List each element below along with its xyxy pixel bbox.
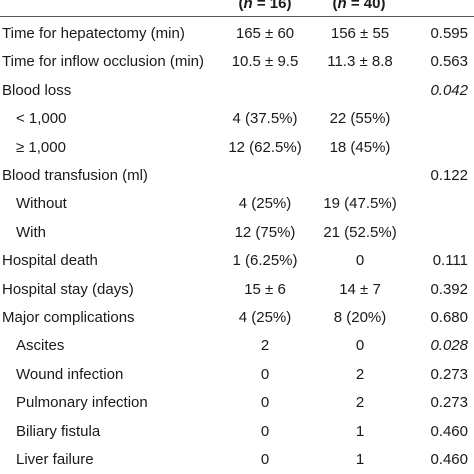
row-label: Major complications bbox=[2, 309, 135, 326]
group-2-value: 2 bbox=[355, 394, 365, 412]
table-row: Biliary fistula 0 1 0.460 bbox=[0, 421, 474, 443]
group-1-value: 0 bbox=[260, 422, 270, 440]
group-2-value: 21 (52.5%) bbox=[323, 223, 397, 241]
p-value: 0.122 bbox=[430, 167, 468, 184]
group-1-value: 2 bbox=[260, 337, 270, 355]
group-1-value: 4 (25%) bbox=[238, 309, 292, 326]
group-1-value: 1 (6.25%) bbox=[232, 252, 298, 270]
p-value: 0.273 bbox=[430, 394, 468, 412]
p-value: 0.460 bbox=[430, 451, 468, 468]
row-label: With bbox=[16, 223, 46, 241]
group-1-value: 4 (37.5%) bbox=[232, 110, 298, 128]
row-label: Time for inflow occlusion (min) bbox=[2, 53, 204, 71]
p-value: 0.042 bbox=[430, 81, 468, 99]
table-row: ≥ 1,000 12 (62.5%) 18 (45%) bbox=[0, 137, 474, 159]
table-row: Time for hepatectomy (min) 165 ± 60 156 ± … bbox=[0, 23, 474, 45]
row-label: Time for hepatectomy (min) bbox=[2, 25, 185, 42]
group-1-value: 4 (25%) bbox=[238, 195, 292, 213]
group-2-value: 0 bbox=[355, 337, 365, 355]
table-row: With 12 (75%) 21 (52.5%) bbox=[0, 222, 474, 244]
table-row: Ascites 2 0 0.028 bbox=[0, 335, 474, 357]
row-label: Biliary fistula bbox=[16, 422, 101, 440]
p-value: 0.595 bbox=[430, 25, 468, 42]
group-1-value: 12 (75%) bbox=[234, 223, 296, 241]
table-row: Wound infection 0 2 0.273 bbox=[0, 364, 474, 386]
column-header-group-1: (n = 16) bbox=[230, 0, 300, 12]
table-row: Without 4 (25%) 19 (47.5%) bbox=[0, 193, 474, 215]
table-row: Pulmonary infection 0 2 0.273 bbox=[0, 392, 474, 414]
header-rule bbox=[0, 16, 474, 17]
row-label: Hospital death bbox=[2, 252, 98, 270]
table-row: Major complications 4 (25%) 8 (20%) 0.680 bbox=[0, 307, 474, 329]
table-row: Liver failure 0 1 0.460 bbox=[0, 449, 474, 471]
group-2-count: = 40 bbox=[346, 0, 381, 12]
group-1-value: 15 ± 6 bbox=[244, 280, 286, 298]
p-value: 0.028 bbox=[430, 337, 468, 355]
group-1-value: 0 bbox=[260, 365, 270, 383]
group-2-value: 18 (45%) bbox=[329, 138, 391, 156]
row-label: ≥ 1,000 bbox=[16, 138, 66, 156]
table-row: < 1,000 4 (37.5%) 22 (55%) bbox=[0, 108, 474, 130]
n-symbol: n bbox=[337, 0, 347, 12]
table-row: Blood transfusion (ml) 0.122 bbox=[0, 165, 474, 187]
group-1-value: 0 bbox=[260, 451, 270, 468]
group-2-value: 1 bbox=[355, 422, 365, 440]
group-2-value: 1 bbox=[355, 451, 365, 468]
row-label: Ascites bbox=[16, 337, 65, 355]
group-2-value: 14 ± 7 bbox=[339, 280, 381, 298]
group-2-value: 22 (55%) bbox=[329, 110, 391, 128]
p-value: 0.563 bbox=[430, 53, 468, 71]
p-value: 0.273 bbox=[430, 365, 468, 383]
group-1-value: 12 (62.5%) bbox=[228, 138, 302, 156]
row-label: Liver failure bbox=[16, 451, 94, 468]
table-row: Blood loss 0.042 bbox=[0, 80, 474, 102]
group-1-value: 10.5 ± 9.5 bbox=[231, 53, 299, 71]
row-label: Blood loss bbox=[2, 81, 72, 99]
n-symbol: n bbox=[243, 0, 253, 12]
p-value: 0.392 bbox=[430, 280, 468, 298]
row-label: Blood transfusion (ml) bbox=[2, 167, 148, 184]
row-label: Hospital stay (days) bbox=[2, 280, 134, 298]
table-row: Hospital stay (days) 15 ± 6 14 ± 7 0.392 bbox=[0, 279, 474, 301]
table-row: Time for inflow occlusion (min) 10.5 ± 9.… bbox=[0, 51, 474, 73]
row-label: Without bbox=[16, 195, 67, 213]
group-2-value: 156 ± 55 bbox=[330, 25, 390, 42]
column-header-group-2: (n = 40) bbox=[324, 0, 394, 12]
p-value: 0.111 bbox=[432, 252, 468, 270]
group-2-value: 0 bbox=[355, 252, 365, 270]
table-header: (n = 16) (n = 40) bbox=[0, 0, 474, 15]
group-2-value: 11.3 ± 8.8 bbox=[327, 53, 393, 71]
group-2-value: 8 (20%) bbox=[333, 309, 387, 326]
row-label: Pulmonary infection bbox=[16, 394, 148, 412]
group-1-value: 165 ± 60 bbox=[235, 25, 295, 42]
group-2-value: 19 (47.5%) bbox=[323, 195, 397, 213]
group-1-value: 0 bbox=[260, 394, 270, 412]
row-label: Wound infection bbox=[16, 365, 124, 383]
p-value: 0.680 bbox=[430, 309, 468, 326]
group-2-value: 2 bbox=[355, 365, 365, 383]
table-row: Hospital death 1 (6.25%) 0 0.111 bbox=[0, 250, 474, 272]
group-1-count: = 16 bbox=[252, 0, 287, 12]
p-value: 0.460 bbox=[430, 422, 468, 440]
row-label: < 1,000 bbox=[16, 110, 67, 128]
